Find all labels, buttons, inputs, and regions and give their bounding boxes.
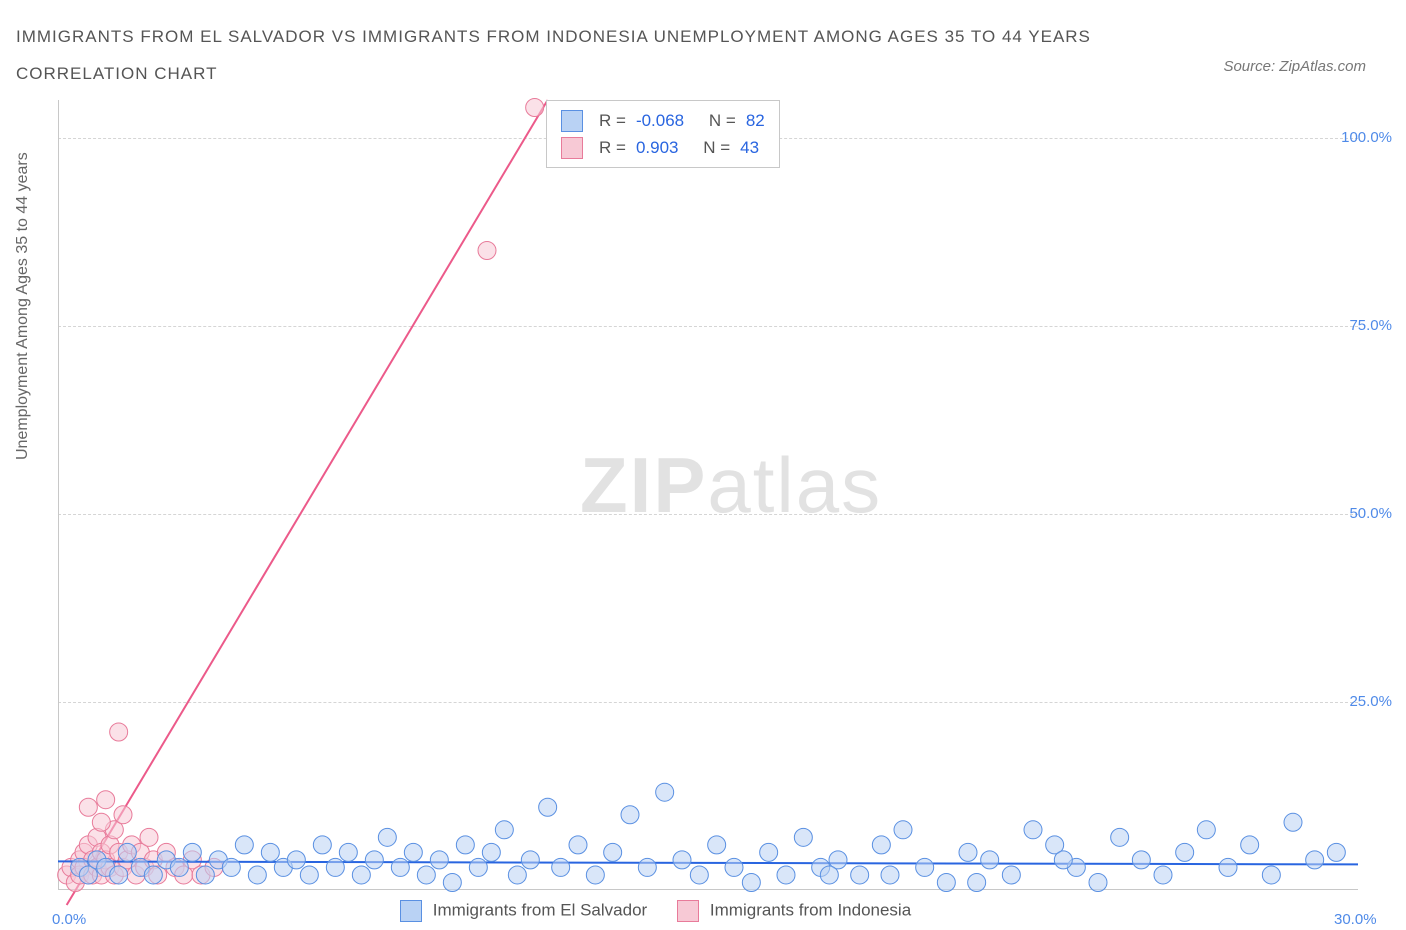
r-label: R = — [599, 134, 626, 161]
stats-legend-box: R = -0.068 N = 82 R = 0.903 N = 43 — [546, 100, 780, 168]
swatch-b-icon — [677, 900, 699, 922]
source-attribution: Source: ZipAtlas.com — [1223, 58, 1366, 75]
y-axis-label: Unemployment Among Ages 35 to 44 years — [14, 152, 32, 460]
legend-label-b: Immigrants from Indonesia — [710, 900, 911, 919]
x-tick-label: 0.0% — [52, 911, 86, 928]
n-label: N = — [709, 107, 736, 134]
n-value-a: 82 — [746, 107, 765, 134]
legend-bottom: Immigrants from El Salvador Immigrants f… — [400, 900, 911, 922]
legend-item-b: Immigrants from Indonesia — [677, 900, 911, 922]
r-value-a: -0.068 — [636, 107, 684, 134]
legend-item-a: Immigrants from El Salvador — [400, 900, 647, 922]
stats-row-a: R = -0.068 N = 82 — [561, 107, 765, 134]
chart-title: IMMIGRANTS FROM EL SALVADOR VS IMMIGRANT… — [16, 18, 1091, 93]
r-value-b: 0.903 — [636, 134, 679, 161]
x-tick-label: 30.0% — [1334, 911, 1377, 928]
swatch-a-icon — [400, 900, 422, 922]
n-label: N = — [703, 134, 730, 161]
stats-row-b: R = 0.903 N = 43 — [561, 134, 765, 161]
title-line-2: CORRELATION CHART — [16, 64, 218, 83]
legend-label-a: Immigrants from El Salvador — [433, 900, 647, 919]
swatch-b-icon — [561, 137, 583, 159]
r-label: R = — [599, 107, 626, 134]
title-line-1: IMMIGRANTS FROM EL SALVADOR VS IMMIGRANT… — [16, 27, 1091, 46]
scatter-plot — [58, 100, 1358, 890]
n-value-b: 43 — [740, 134, 759, 161]
swatch-a-icon — [561, 110, 583, 132]
